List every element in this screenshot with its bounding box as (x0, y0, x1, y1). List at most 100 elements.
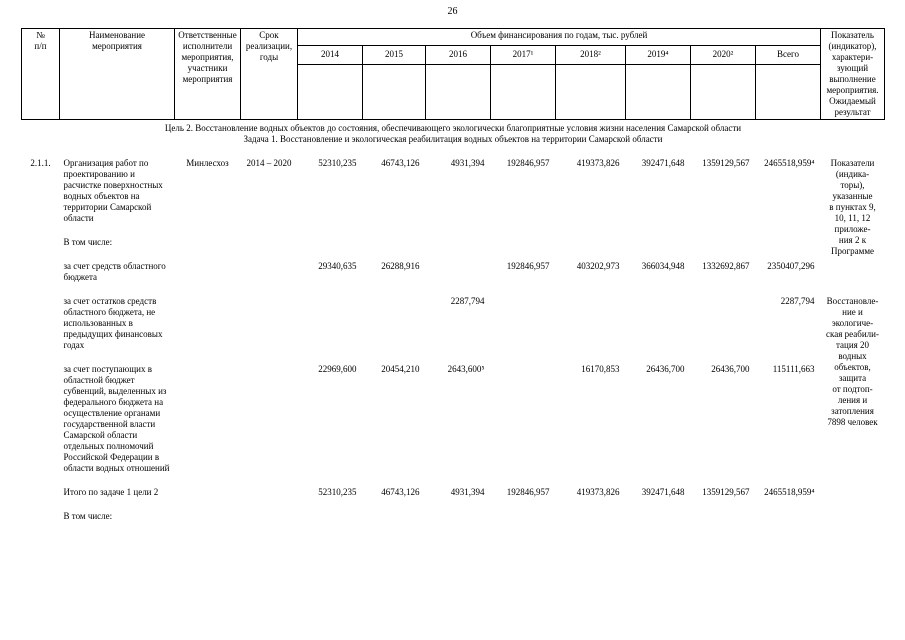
header-row: № п/п Наименование мероприятия Ответстве… (21, 28, 885, 120)
value-cell-2020: 1359129,567 (702, 487, 750, 497)
table-row-subtotal: Итого по задаче 1 цели 2 52310,235 46743… (22, 486, 885, 510)
goal-line: Цель 2. Восстановление водных объектов д… (164, 123, 742, 133)
row-number: 2.1.1. (30, 158, 51, 168)
year-header: 2018² (555, 44, 626, 66)
empty-cell (755, 64, 821, 120)
funding-source-name: за счет средств областного бюджета (63, 261, 166, 282)
value-cell-2019: 26436,700 (646, 364, 685, 374)
col-header-num: № п/п (21, 28, 60, 120)
goal-row: Цель 2. Восстановление водных объектов д… (22, 120, 885, 158)
table-row-label: В том числе: (22, 236, 885, 260)
value-cell-2018: 403202,973 (576, 261, 620, 271)
value-cell-2020: 26436,700 (711, 364, 750, 374)
value-cell-2014: 29340,635 (318, 261, 357, 271)
value-cell-2015: 46743,126 (381, 487, 420, 497)
empty-cell (490, 64, 556, 120)
year-header: 2014 (297, 44, 363, 66)
empty-cell (425, 64, 491, 120)
header-filler-row (22, 64, 885, 120)
empty-cell (241, 363, 298, 486)
value-cell-2016: 2643,600⁵ (447, 364, 485, 374)
year-header: 2019⁴ (625, 44, 691, 66)
finance-table: № п/п Наименование мероприятия Ответстве… (21, 28, 885, 534)
value-cell-2019: 366034,948 (641, 261, 685, 271)
table-row-measure: 2.1.1. Организация работ по проектирован… (22, 157, 885, 256)
value-cell-2015: 46743,126 (381, 158, 420, 168)
value-cell-2017 (491, 295, 556, 363)
table-row-label: В том числе: (22, 510, 885, 534)
empty-cell (298, 236, 821, 260)
value-cell-2017 (491, 363, 556, 486)
table-row-budget-remainders: за счет остатков средств областного бюдж… (22, 295, 885, 427)
empty-cell (175, 295, 241, 363)
value-cell-2016: 4931,394 (450, 158, 485, 168)
empty-cell (22, 486, 60, 510)
indicator-cell: Показатели (индика- торы), указанные в п… (829, 158, 876, 256)
empty-cell (297, 64, 363, 120)
page-number: 26 (447, 6, 458, 17)
task-line: Задача 1. Восстановление и экологическая… (243, 134, 663, 144)
period-cell: 2014 – 2020 (246, 158, 292, 168)
goal-task-block: Цель 2. Восстановление водных объектов д… (22, 120, 885, 158)
empty-cell (22, 510, 60, 534)
value-cell-2019 (626, 295, 691, 363)
value-cell-total: 2350407,296 (767, 261, 815, 271)
value-cell-total: 115111,663 (772, 364, 815, 374)
value-cell-2014: 52310,235 (318, 487, 357, 497)
value-cell-2018: 419373,826 (576, 158, 620, 168)
empty-cell (175, 363, 241, 486)
value-cell-2014 (298, 295, 363, 363)
table-row-federal-subventions: за счет поступающих в областной бюджет с… (22, 363, 885, 486)
value-cell-2015: 26288,916 (381, 261, 420, 271)
measure-name: Организация работ по проектированию и ра… (63, 158, 163, 223)
value-cell-2020: 1359129,567 (702, 158, 750, 168)
col-header-executor: Ответственные исполнители мероприятия, у… (174, 28, 241, 120)
empty-cell (362, 64, 426, 120)
empty-cell (22, 236, 60, 260)
empty-cell (241, 295, 298, 363)
finance-title-header: Объем финансирования по годам, тыс. рубл… (297, 28, 821, 46)
col-header-period: Срок реализации, годы (240, 28, 298, 120)
value-cell-2017: 192846,957 (506, 158, 550, 168)
sub-label: В том числе: (63, 511, 113, 521)
value-cell-2020 (691, 295, 756, 363)
empty-cell (625, 64, 691, 120)
value-cell-2017: 192846,957 (506, 487, 550, 497)
value-cell-2018: 16170,853 (581, 364, 620, 374)
value-cell-2015: 20454,210 (381, 364, 420, 374)
sub-label: В том числе: (63, 237, 113, 247)
col-header-indicator: Показатель (индикатор), характери- зующи… (820, 28, 885, 120)
value-cell-2017: 192846,957 (506, 261, 550, 271)
empty-cell (175, 260, 241, 295)
empty-cell (555, 64, 626, 120)
value-cell-2016: 4931,394 (450, 487, 485, 497)
empty-cell (175, 236, 241, 260)
value-cell-2014: 22969,600 (318, 364, 357, 374)
value-cell-2014: 52310,235 (318, 158, 357, 168)
year-header: 2017¹ (490, 44, 556, 66)
table-row-regional-budget: за счет средств областного бюджета 29340… (22, 260, 885, 295)
empty-cell (298, 510, 821, 534)
executor-cell: Минлесхоз (186, 158, 229, 168)
value-cell-2016: 2287,794 (450, 296, 485, 306)
year-header: 2020² (690, 44, 756, 66)
subtotal-label: Итого по задаче 1 цели 2 (63, 487, 159, 497)
total-column-header: Всего (755, 44, 821, 66)
empty-cell (241, 236, 298, 260)
value-cell-2018 (556, 295, 626, 363)
empty-cell (22, 295, 60, 363)
value-cell-2015 (363, 295, 426, 363)
value-cell-total: 2465518,959⁴ (764, 158, 815, 168)
empty-cell (175, 510, 241, 534)
funding-source-name: за счет поступающих в областной бюджет с… (63, 364, 170, 473)
empty-cell (241, 510, 298, 534)
value-cell-2018: 419373,826 (576, 487, 620, 497)
value-cell-2019: 392471,648 (641, 158, 685, 168)
year-header-row: 2014 2015 2016 2017¹ 2018² 2019⁴ 2020² В… (22, 44, 885, 66)
funding-source-name: за счет остатков средств областного бюдж… (63, 296, 163, 350)
value-cell-total: 2287,794 (780, 296, 815, 306)
value-cell-2020: 1332692,867 (702, 261, 750, 271)
value-cell-2019: 392471,648 (641, 487, 685, 497)
value-cell-2016 (426, 260, 491, 295)
